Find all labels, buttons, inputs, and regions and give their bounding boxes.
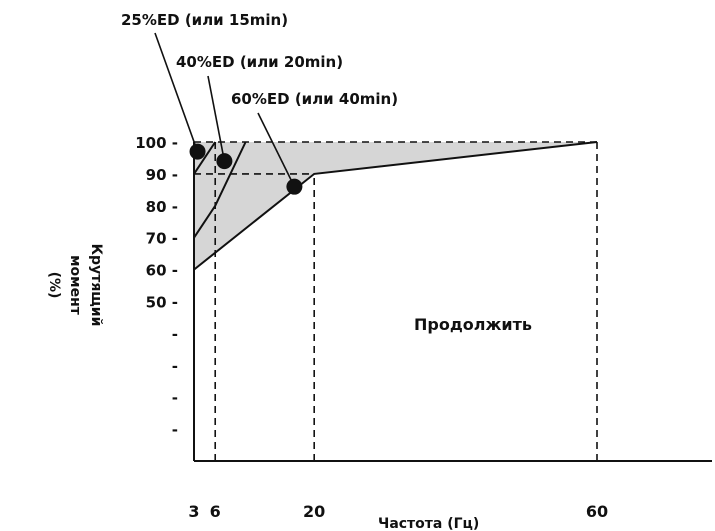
shaded-region (194, 142, 597, 270)
x-tick-label-3: 3 (188, 502, 199, 521)
series-line-3 (193, 141, 598, 271)
callout-leaders-layer (154, 32, 296, 188)
series-marker-3 (286, 178, 303, 195)
y-tick-label-70: 70 - (146, 230, 178, 248)
x-tick-label-60: 60 (586, 502, 608, 521)
y-tick-label-20: - (172, 389, 178, 407)
y-axis-title-line-2: момент (67, 255, 83, 316)
callout-label-2: 40%ED (или 20min) (176, 53, 343, 71)
series-line-2 (193, 141, 247, 239)
markers-layer (189, 143, 303, 195)
series-marker-1 (189, 143, 206, 160)
callout-leader-1 (154, 32, 199, 152)
y-axis-title-line-1: Крутящий (88, 244, 104, 327)
reference-lines-layer (194, 141, 598, 461)
series-layer (193, 141, 598, 271)
x-tick-label-20: 20 (303, 502, 325, 521)
x-tick-label-6: 6 (210, 502, 221, 521)
callout-leader-2 (207, 75, 226, 162)
shaded-region-layer (194, 142, 597, 270)
axes-layer (193, 142, 712, 462)
y-axis-title-line-3: (%) (46, 272, 62, 299)
y-tick-label-30: - (172, 357, 178, 375)
y-tick-label-90: 90 - (146, 166, 178, 184)
y-tick-label-60: 60 - (146, 262, 178, 280)
y-tick-label-100: 100 - (135, 134, 178, 152)
callout-leader-3 (257, 112, 296, 188)
x-axis-title: Частота (Гц) (378, 516, 479, 531)
series-line-1 (193, 141, 217, 175)
callout-label-3: 60%ED (или 40min) (231, 90, 398, 108)
y-tick-label-40: - (172, 325, 178, 343)
series-marker-2 (216, 153, 233, 170)
y-tick-label-80: 80 - (146, 198, 178, 216)
callout-label-1: 25%ED (или 15min) (121, 11, 288, 29)
y-tick-label-50: 50 - (146, 294, 178, 312)
annotation-continue: Продолжить (414, 315, 532, 334)
text-layer: Крутящий момент (%) Частота (Гц) 100 - 90… (46, 11, 608, 531)
y-tick-label-10: - (172, 421, 178, 439)
